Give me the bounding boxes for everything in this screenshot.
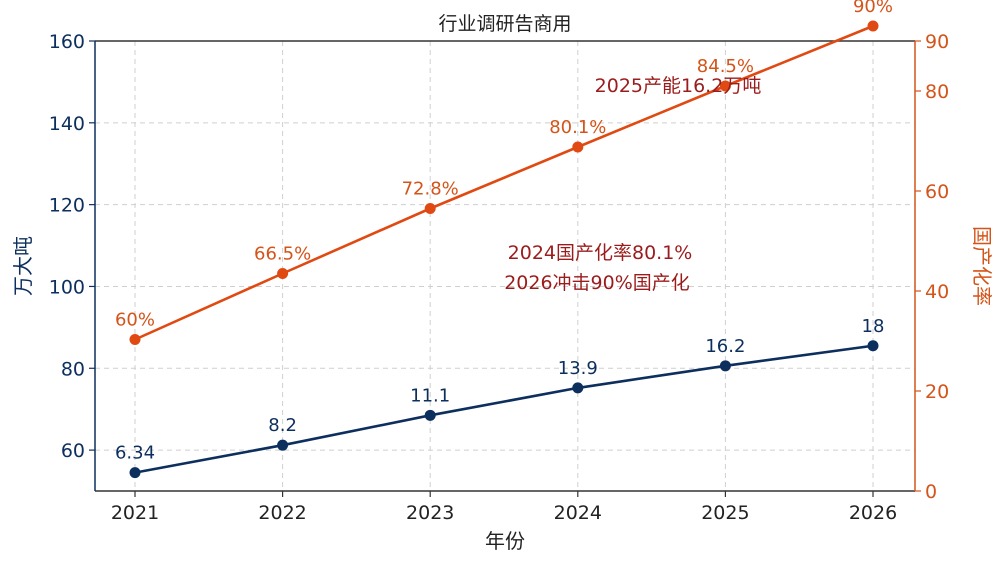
y-left-tick-label: 60 <box>61 440 85 462</box>
axes: 2021 2022 2023 2024 2025 2026 60 80 100 120 140 160… <box>49 31 949 524</box>
data-label-localization-rate: 72.8% <box>402 179 459 200</box>
data-point-capacity <box>277 439 289 451</box>
data-point-localization-rate <box>277 268 289 279</box>
data-point-localization-rate <box>572 141 584 153</box>
data-point-capacity <box>424 409 436 421</box>
data-labels: 6.34 8.2 11.1 13.9 16.2 18 60% 66.5% 72.8% 80.1% 8… <box>115 0 893 464</box>
data-label-localization-rate: 66.5% <box>254 244 311 265</box>
data-point-localization-rate <box>719 80 731 92</box>
series-line-localization-rate <box>134 24 874 341</box>
data-label-capacity: 18 <box>862 316 885 337</box>
y-axis-right-title: 国产化率 <box>970 226 994 306</box>
data-label-capacity: 8.2 <box>268 415 297 436</box>
series-group <box>129 20 879 479</box>
y-left-tick-label: 120 <box>49 195 85 217</box>
data-label-capacity: 13.9 <box>558 358 598 379</box>
y-left-tick-label: 140 <box>49 113 85 135</box>
x-tick-label: 2024 <box>554 502 602 524</box>
data-label-capacity: 16.2 <box>705 336 745 357</box>
y-right-tick-label: 80 <box>925 81 949 103</box>
data-point-capacity <box>867 340 879 352</box>
data-point-capacity <box>572 382 584 394</box>
x-tick-label: 2021 <box>111 502 159 524</box>
y-right-tick-label: 90 <box>925 31 949 53</box>
data-point-capacity <box>719 360 731 372</box>
data-label-localization-rate: 60% <box>115 310 155 331</box>
data-label-capacity: 6.34 <box>115 443 155 464</box>
y-left-tick-label: 160 <box>49 31 85 53</box>
data-point-localization-rate <box>867 20 879 32</box>
y-right-tick-label: 20 <box>925 381 949 403</box>
x-tick-label: 2025 <box>701 502 749 524</box>
data-point-capacity <box>129 467 141 479</box>
x-tick-label: 2022 <box>258 502 306 524</box>
series-line-capacity <box>134 344 874 474</box>
chart-title: 行业调研告商用 <box>438 13 571 35</box>
x-axis-title: 年份 <box>485 529 525 553</box>
annotation-capacity-2025: 2025产能16.2万吨 <box>595 75 762 97</box>
data-label-localization-rate: 80.1% <box>549 117 606 138</box>
y-right-tick-label: 40 <box>925 281 949 303</box>
y-left-tick-label: 100 <box>49 276 85 298</box>
x-tick-label: 2026 <box>849 502 897 524</box>
data-point-localization-rate <box>129 334 141 345</box>
data-label-localization-rate: 84.5% <box>697 56 754 77</box>
data-label-capacity: 11.1 <box>410 385 450 406</box>
annotation-localization-2026-goal: 2026冲击90%国产化 <box>504 272 690 294</box>
x-tick-label: 2023 <box>406 502 454 524</box>
y-axis-left-title: 万大吨 <box>11 236 35 296</box>
y-right-tick-label: 0 <box>925 481 937 503</box>
y-left-tick-label: 80 <box>61 358 85 380</box>
data-label-localization-rate: 90% <box>853 0 893 17</box>
grid <box>95 40 915 491</box>
annotation-localization-2024: 2024国产化率80.1% <box>508 242 693 264</box>
data-point-localization-rate <box>424 203 436 214</box>
y-right-tick-label: 60 <box>925 181 949 203</box>
